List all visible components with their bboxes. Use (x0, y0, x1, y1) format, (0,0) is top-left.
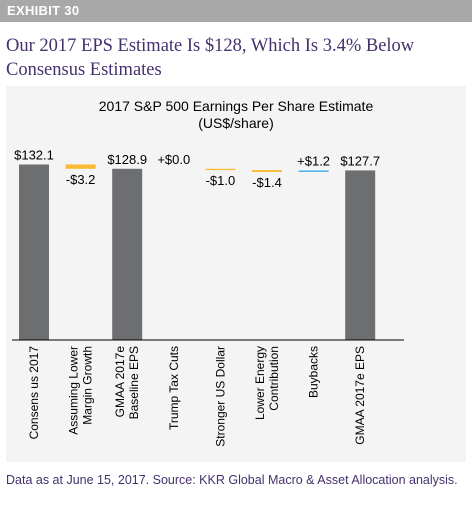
value-label-1: $132.1 (14, 148, 54, 163)
tick-label-1: Consens us 2017 (27, 346, 41, 440)
tick-label-4: Trump Tax Cuts (167, 346, 181, 430)
value-label-3: $128.9 (107, 152, 147, 167)
bar-7 (298, 170, 329, 172)
source-footnote: Data as at June 15, 2017. Source: KKR Gl… (6, 473, 458, 487)
value-label-5: -$1.0 (206, 173, 236, 188)
value-label-8: $127.7 (340, 153, 380, 168)
tick-label-5: Stronger US Dollar (213, 346, 227, 447)
tick-label-3: GMAA 2017eBaseline EPS (113, 346, 141, 420)
value-labels-group: $132.1 -$3.2 $128.9 +$0.0 -$1.0 -$1.4 +$1.2 $12… (14, 148, 380, 191)
tick-label-2: Assuming LowerMargin Growth (67, 346, 95, 435)
bars-group (19, 164, 376, 340)
exhibit-headline: Our 2017 EPS Estimate Is $128, Which Is … (6, 36, 415, 80)
chart-title: 2017 S&P 500 Earnings Per Share Estimate (99, 98, 374, 114)
value-label-4: +$0.0 (157, 152, 190, 167)
chart-container: 2017 S&P 500 Earnings Per Share Estimate… (6, 86, 466, 462)
exhibit-label: EXHIBIT 30 (0, 0, 472, 22)
bar-1 (19, 164, 49, 340)
bar-6 (252, 170, 282, 172)
tick-label-7: Buybacks (307, 346, 321, 398)
bar-8 (345, 170, 376, 340)
value-label-7: +$1.2 (297, 153, 330, 168)
chart-subtitle: (US$/share) (198, 115, 273, 131)
waterfall-chart: 2017 S&P 500 Earnings Per Share Estimate… (12, 98, 404, 447)
bar-5 (205, 168, 236, 171)
value-label-2: -$3.2 (66, 172, 96, 187)
tick-labels-group: Consens us 2017 Assuming LowerMargin Grow… (27, 346, 367, 447)
bar-3 (112, 168, 143, 340)
bar-2 (65, 164, 96, 169)
value-label-6: -$1.4 (252, 175, 282, 190)
tick-label-6: Lower EnergyContribution (253, 346, 281, 420)
tick-label-8: GMAA 2017e EPS (353, 346, 367, 445)
